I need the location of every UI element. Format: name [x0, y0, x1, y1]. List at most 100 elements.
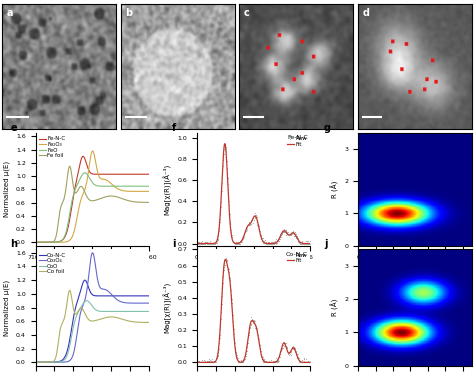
Line: Fit: Fit [197, 260, 310, 362]
FeO [104, 184, 110, 189]
Fe-N-C [46, 240, 52, 244]
FeO [46, 240, 52, 244]
FeO [116, 184, 121, 189]
Y-axis label: Mag[χ(R)](Å⁻³): Mag[χ(R)](Å⁻³) [163, 164, 172, 215]
X-axis label: Energy (eV): Energy (eV) [72, 266, 113, 272]
Co₃O₄ [104, 288, 110, 293]
Fit [231, 335, 237, 339]
Text: j: j [324, 239, 328, 249]
Fit [222, 257, 228, 262]
Fit [277, 236, 283, 240]
Fit [194, 360, 200, 364]
Fe-N-C [80, 154, 86, 159]
Fe-N-C [116, 172, 121, 177]
Co-N-C [104, 294, 110, 298]
Fe-N-C [78, 159, 83, 164]
Y-axis label: Mag[χ(R)](Å⁻³): Mag[χ(R)](Å⁻³) [163, 282, 172, 333]
Y-axis label: R (Å): R (Å) [330, 299, 339, 316]
Fit [222, 141, 228, 146]
Y-axis label: R (Å): R (Å) [330, 181, 339, 198]
Co₃O₄ [116, 298, 121, 303]
Co foil [104, 315, 110, 320]
CoO [104, 309, 110, 314]
Co₃O₄ [33, 360, 38, 364]
Raw [194, 240, 200, 244]
Co₃O₄ [46, 360, 52, 364]
Raw [231, 338, 237, 343]
Co-N-C [116, 294, 121, 298]
Text: d: d [362, 8, 369, 18]
Line: Fe foil: Fe foil [36, 166, 149, 242]
CoO [146, 309, 152, 314]
Fit [239, 238, 245, 242]
Fit [194, 241, 200, 246]
Fe₂O₃ [46, 240, 52, 244]
Co₃O₄ [78, 310, 83, 315]
Fe₂O₃ [116, 187, 121, 191]
Fe-N-C [104, 172, 110, 177]
Raw [308, 360, 313, 364]
Raw [223, 256, 229, 260]
X-axis label: R(Å): R(Å) [246, 266, 261, 274]
Legend: Raw, Fit: Raw, Fit [286, 136, 308, 148]
Fe-N-C [33, 240, 38, 244]
Co foil [116, 316, 121, 320]
Fe foil [46, 240, 52, 244]
Text: c: c [244, 8, 250, 18]
Line: Fe-N-C: Fe-N-C [36, 156, 149, 242]
Line: Co-N-C: Co-N-C [36, 280, 149, 362]
Raw [208, 360, 213, 364]
Co-N-C [115, 294, 121, 298]
Fit [208, 360, 213, 364]
Raw [221, 141, 227, 146]
Fe foil [146, 200, 152, 205]
Fit [277, 353, 283, 358]
Fe₂O₃ [90, 149, 95, 153]
Fe foil [116, 195, 121, 200]
FeO [82, 171, 88, 175]
Raw [194, 360, 200, 364]
Fit [276, 237, 282, 241]
Co₃O₄ [90, 251, 95, 255]
Line: FeO: FeO [36, 173, 149, 242]
Text: f: f [172, 123, 176, 133]
Co-N-C [33, 360, 38, 364]
Text: a: a [7, 8, 13, 18]
Co foil [78, 306, 83, 310]
CoO [70, 329, 75, 333]
X-axis label: k (Å⁻¹): k (Å⁻¹) [403, 266, 427, 274]
Fe foil [70, 181, 76, 185]
Legend: Fe-N-C, Fe₂O₃, FeO, Fe foil: Fe-N-C, Fe₂O₃, FeO, Fe foil [38, 136, 66, 159]
Co foil [70, 303, 76, 307]
FeO [115, 184, 121, 189]
Fe₂O₃ [104, 178, 110, 183]
Line: Fe₂O₃: Fe₂O₃ [36, 151, 149, 242]
Raw [277, 350, 283, 355]
Line: Co foil: Co foil [36, 290, 149, 362]
Co foil [67, 288, 73, 292]
Line: Co₃O₄: Co₃O₄ [36, 253, 149, 362]
Fe₂O₃ [70, 234, 75, 238]
Raw [266, 360, 272, 364]
Fe foil [33, 240, 38, 244]
Fit [239, 360, 245, 364]
Co-N-C [82, 278, 88, 282]
Co foil [33, 360, 38, 364]
Raw [276, 234, 282, 239]
Line: Fit: Fit [197, 144, 310, 243]
Fit [231, 241, 237, 245]
Fe foil [78, 184, 83, 189]
Text: Fe-N-C: Fe-N-C [287, 135, 308, 140]
Y-axis label: Normalized μ(E): Normalized μ(E) [4, 161, 10, 218]
Raw [231, 241, 237, 245]
Y-axis label: Normalized μ(E): Normalized μ(E) [4, 279, 10, 336]
Co-N-C [146, 294, 152, 298]
Legend: Raw, Fit: Raw, Fit [286, 252, 308, 264]
Raw [266, 241, 272, 246]
Fit [308, 360, 313, 364]
FeO [78, 176, 83, 180]
Co foil [115, 316, 121, 320]
Text: g: g [324, 123, 331, 133]
Line: CoO: CoO [36, 301, 149, 362]
Raw [239, 237, 245, 242]
